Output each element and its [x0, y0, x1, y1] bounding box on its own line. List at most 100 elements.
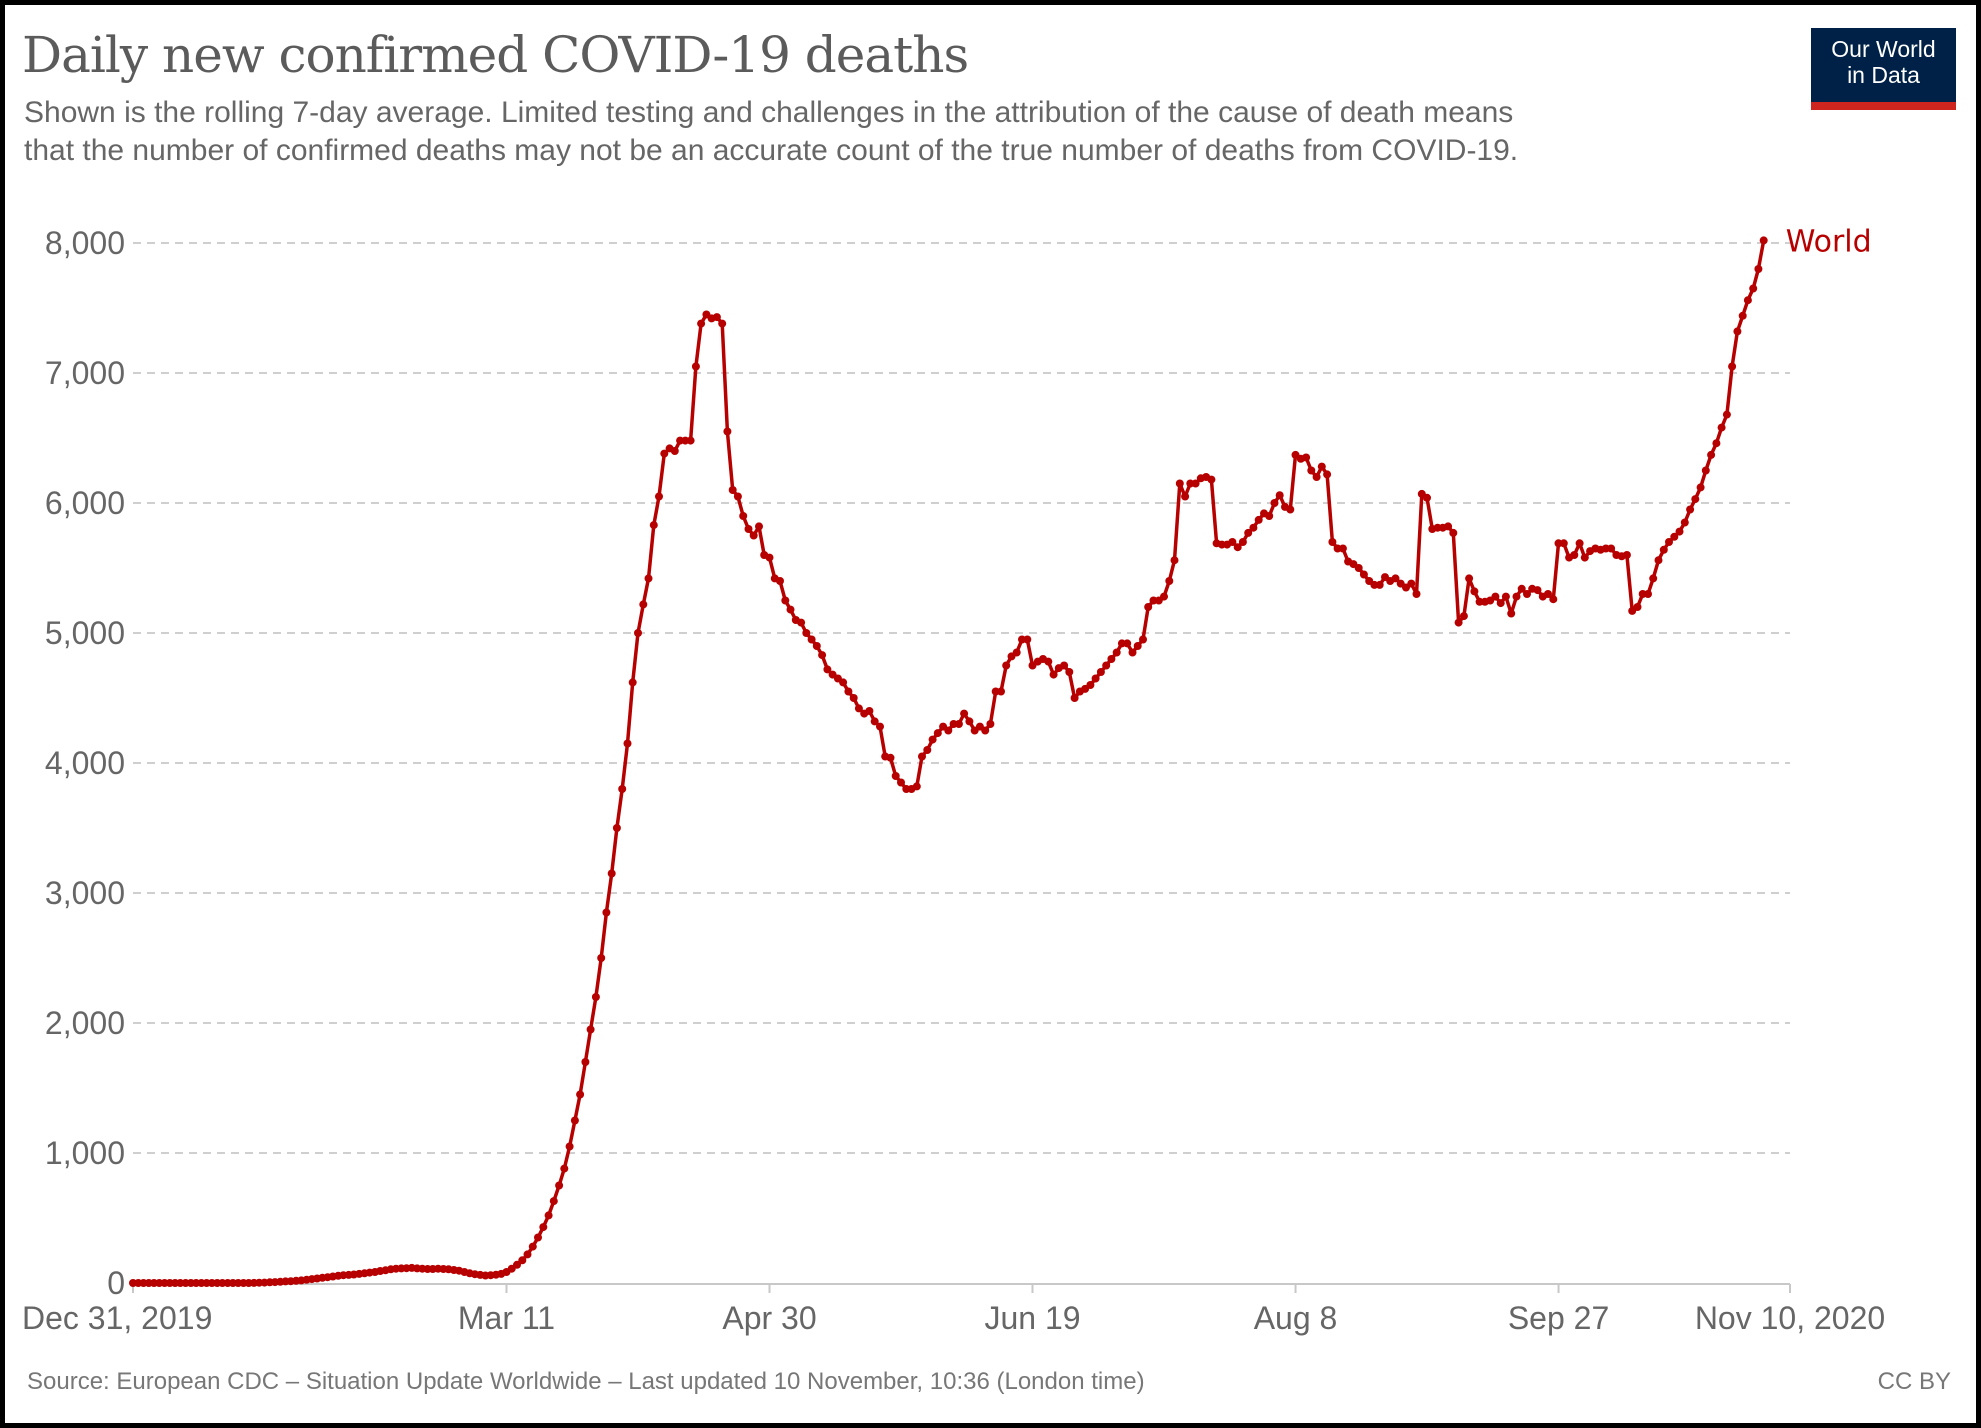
- data-point[interactable]: [854, 704, 863, 713]
- data-point[interactable]: [1501, 592, 1510, 601]
- data-point[interactable]: [1444, 522, 1453, 531]
- data-point[interactable]: [876, 722, 884, 731]
- data-point[interactable]: [1544, 590, 1552, 598]
- data-point[interactable]: [1265, 512, 1274, 520]
- data-point[interactable]: [786, 605, 795, 614]
- data-point[interactable]: [823, 665, 832, 674]
- data-point[interactable]: [1060, 661, 1069, 670]
- data-point[interactable]: [797, 618, 806, 627]
- data-point[interactable]: [691, 362, 700, 371]
- data-point[interactable]: [1722, 410, 1731, 419]
- data-point[interactable]: [602, 908, 611, 917]
- data-point[interactable]: [639, 600, 648, 609]
- series-world[interactable]: [129, 236, 1768, 1287]
- data-point[interactable]: [649, 521, 658, 530]
- data-point[interactable]: [1139, 635, 1147, 644]
- data-point[interactable]: [670, 447, 679, 455]
- data-point[interactable]: [723, 427, 732, 436]
- data-point[interactable]: [534, 1233, 542, 1242]
- data-point[interactable]: [1102, 661, 1111, 670]
- data-point[interactable]: [744, 525, 753, 533]
- data-point[interactable]: [1517, 584, 1526, 593]
- data-point[interactable]: [839, 678, 848, 687]
- data-point[interactable]: [1465, 574, 1474, 583]
- data-point[interactable]: [1470, 587, 1479, 596]
- data-point[interactable]: [576, 1090, 585, 1099]
- data-point[interactable]: [1749, 284, 1758, 293]
- data-point[interactable]: [1175, 479, 1184, 488]
- data-point[interactable]: [1686, 505, 1695, 514]
- data-point[interactable]: [960, 709, 969, 718]
- data-point[interactable]: [1323, 470, 1332, 479]
- data-point[interactable]: [997, 687, 1005, 696]
- data-point[interactable]: [1523, 590, 1531, 598]
- data-point[interactable]: [1107, 655, 1116, 663]
- data-point[interactable]: [1459, 612, 1468, 621]
- data-point[interactable]: [1454, 618, 1463, 627]
- data-point[interactable]: [849, 694, 858, 702]
- data-point[interactable]: [1191, 479, 1200, 488]
- data-point[interactable]: [1244, 528, 1253, 537]
- data-point[interactable]: [1128, 648, 1137, 657]
- data-point[interactable]: [1123, 639, 1132, 648]
- data-point[interactable]: [591, 993, 600, 1001]
- data-point[interactable]: [807, 635, 816, 644]
- data-point[interactable]: [1491, 592, 1500, 601]
- data-point[interactable]: [1575, 539, 1584, 548]
- data-point[interactable]: [1533, 586, 1542, 595]
- data-point[interactable]: [1391, 574, 1400, 583]
- data-point[interactable]: [555, 1181, 564, 1190]
- data-point[interactable]: [923, 746, 932, 754]
- data-point[interactable]: [1738, 311, 1747, 320]
- data-point[interactable]: [802, 629, 811, 637]
- data-point[interactable]: [755, 522, 763, 531]
- data-point[interactable]: [1254, 515, 1263, 524]
- data-point[interactable]: [1012, 648, 1021, 657]
- data-point[interactable]: [1160, 592, 1168, 601]
- data-point[interactable]: [1691, 495, 1700, 504]
- data-point[interactable]: [1496, 599, 1505, 608]
- data-point[interactable]: [565, 1142, 574, 1151]
- data-point[interactable]: [1570, 551, 1579, 559]
- data-point[interactable]: [1707, 450, 1716, 459]
- data-point[interactable]: [765, 553, 774, 562]
- data-point[interactable]: [1270, 499, 1279, 507]
- data-point[interactable]: [539, 1223, 548, 1232]
- data-point[interactable]: [660, 449, 669, 458]
- data-point[interactable]: [870, 717, 879, 726]
- data-point[interactable]: [1759, 236, 1768, 245]
- data-point[interactable]: [1002, 661, 1011, 670]
- data-point[interactable]: [1701, 466, 1710, 475]
- data-point[interactable]: [1665, 538, 1673, 546]
- data-point[interactable]: [954, 720, 963, 728]
- data-point[interactable]: [918, 752, 926, 761]
- data-point[interactable]: [1249, 523, 1258, 532]
- data-point[interactable]: [1644, 590, 1652, 598]
- data-point[interactable]: [965, 717, 974, 726]
- data-point[interactable]: [1407, 579, 1416, 588]
- data-point[interactable]: [655, 492, 663, 501]
- data-point[interactable]: [818, 651, 827, 660]
- data-point[interactable]: [1307, 466, 1316, 475]
- data-point[interactable]: [612, 824, 621, 832]
- data-point[interactable]: [581, 1058, 590, 1066]
- data-point[interactable]: [1733, 327, 1742, 336]
- data-point[interactable]: [607, 869, 616, 878]
- data-point[interactable]: [1680, 518, 1689, 527]
- data-point[interactable]: [586, 1025, 595, 1034]
- data-point[interactable]: [1181, 492, 1190, 501]
- data-point[interactable]: [1286, 505, 1295, 514]
- data-point[interactable]: [1607, 544, 1616, 553]
- series-label-world[interactable]: World: [1786, 224, 1872, 259]
- data-point[interactable]: [1423, 493, 1431, 502]
- data-point[interactable]: [1359, 570, 1368, 579]
- data-point[interactable]: [523, 1250, 532, 1259]
- data-point[interactable]: [1312, 473, 1321, 481]
- data-point[interactable]: [513, 1260, 521, 1269]
- data-point[interactable]: [1717, 423, 1726, 432]
- data-point[interactable]: [1743, 296, 1752, 305]
- data-point[interactable]: [570, 1116, 579, 1125]
- data-point[interactable]: [1654, 556, 1663, 565]
- data-point[interactable]: [560, 1164, 569, 1173]
- data-point[interactable]: [1559, 539, 1568, 548]
